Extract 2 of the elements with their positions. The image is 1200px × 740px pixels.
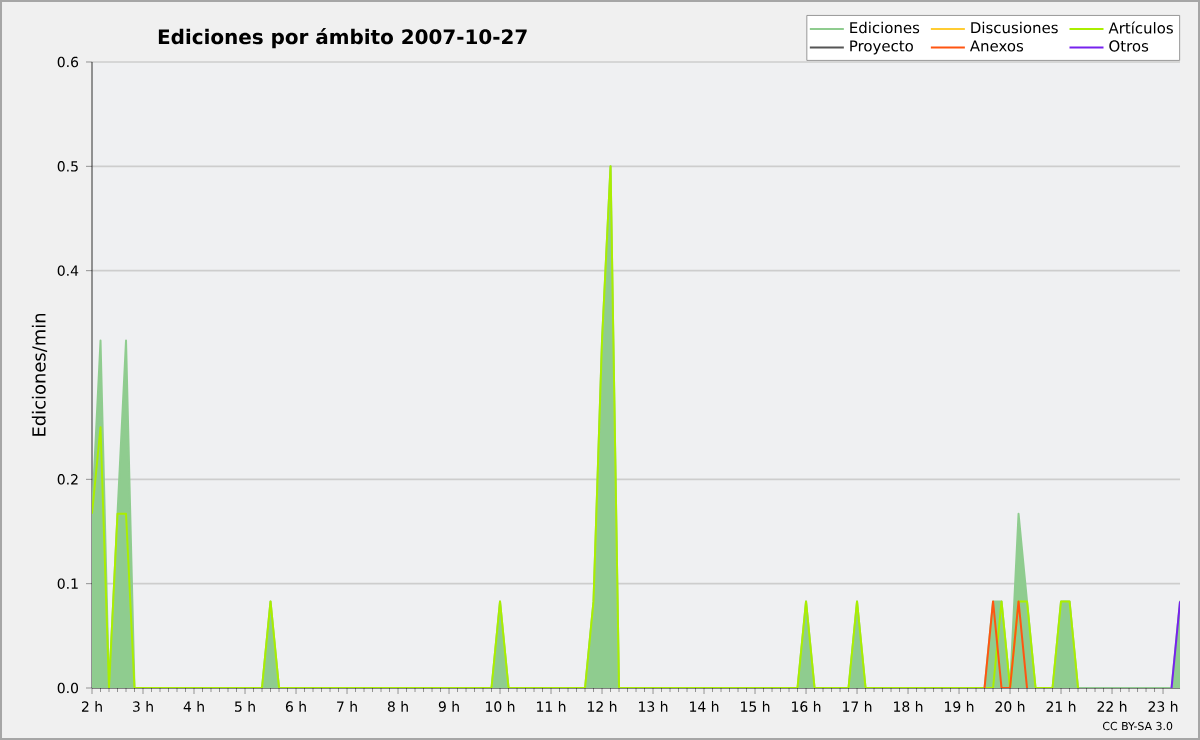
y-axis-title: Ediciones/min [31, 313, 48, 436]
chart-title: Ediciones por ámbito 2007-10-27 [158, 28, 527, 49]
